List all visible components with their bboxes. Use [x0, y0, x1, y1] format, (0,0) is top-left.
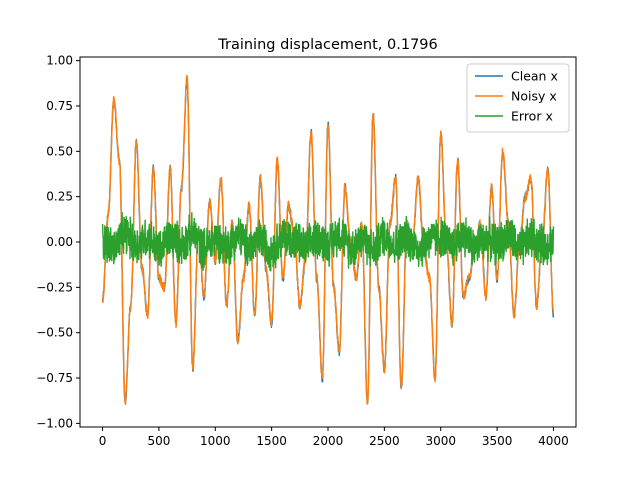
y-tick-label: −1.00 — [36, 416, 73, 430]
y-tick-label: 0.50 — [46, 144, 73, 158]
y-axis: −1.00 −0.75 −0.50 −0.25 0.00 0.25 0.50 0.75 1.00 — [36, 54, 80, 430]
y-tick-label: 0.75 — [46, 99, 73, 113]
chart-title: Training displacement, 0.1796 — [217, 37, 438, 53]
legend: Clean x Noisy x Error x — [466, 63, 570, 133]
series-layer — [101, 74, 555, 406]
y-tick-label: −0.75 — [36, 371, 73, 385]
y-tick-label: 1.00 — [46, 54, 73, 68]
x-axis: 0 500 1000 1500 2000 2500 3000 3500 4000 — [99, 427, 569, 448]
x-tick-label: 0 — [99, 434, 107, 448]
x-tick-label: 3500 — [482, 434, 513, 448]
legend-label: Noisy x — [511, 89, 557, 104]
y-tick-label: 0.25 — [46, 190, 73, 204]
y-tick-label: −0.50 — [36, 326, 73, 340]
y-tick-label: −0.25 — [36, 280, 73, 294]
y-tick-label: 0.00 — [46, 235, 73, 249]
legend-box — [466, 63, 570, 133]
series-line-error-x — [101, 212, 555, 272]
x-tick-label: 2000 — [313, 434, 344, 448]
legend-label: Clean x — [511, 69, 558, 84]
legend-label: Error x — [511, 109, 553, 124]
x-tick-label: 1500 — [256, 434, 287, 448]
x-tick-label: 1000 — [200, 434, 231, 448]
x-tick-label: 4000 — [538, 434, 569, 448]
x-tick-label: 3000 — [425, 434, 456, 448]
x-tick-label: 2500 — [369, 434, 400, 448]
x-tick-label: 500 — [147, 434, 170, 448]
